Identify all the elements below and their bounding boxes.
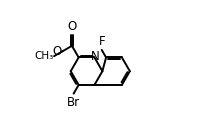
- Text: F: F: [98, 35, 105, 48]
- Text: CH₃: CH₃: [34, 51, 53, 61]
- Text: N: N: [91, 50, 100, 63]
- Text: O: O: [67, 20, 76, 33]
- Text: O: O: [52, 45, 62, 58]
- Text: Br: Br: [66, 96, 80, 109]
